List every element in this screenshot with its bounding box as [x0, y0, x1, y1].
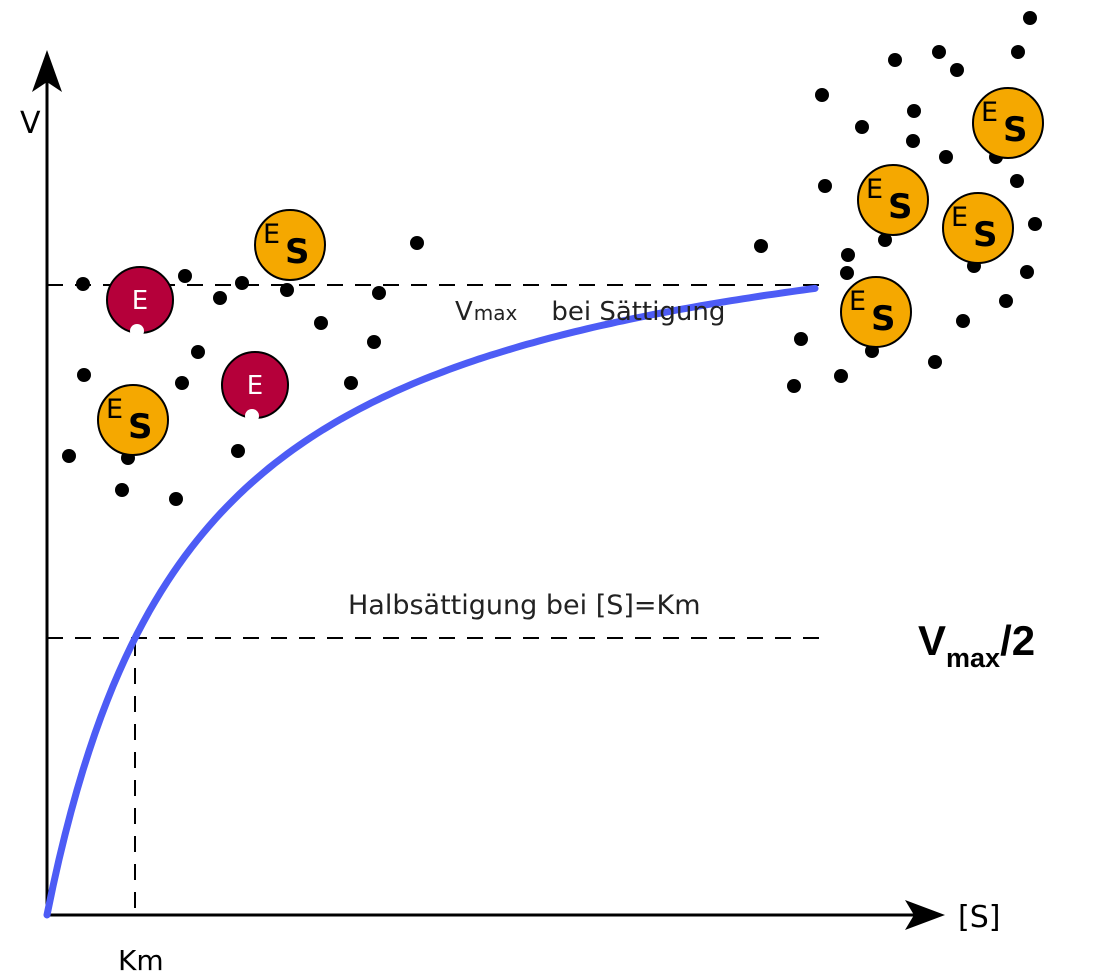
- complex-substrate: S: [1003, 110, 1028, 150]
- dot: [191, 345, 205, 359]
- dot: [1010, 174, 1024, 188]
- dot: [906, 134, 920, 148]
- complex-substrate: S: [285, 232, 310, 272]
- complex-substrate: S: [888, 187, 913, 227]
- dot: [787, 379, 801, 393]
- dot: [280, 283, 294, 297]
- complex-enzyme: E: [849, 286, 866, 317]
- enzyme-label: E: [132, 286, 148, 316]
- y-label: V: [20, 106, 41, 141]
- dot: [178, 269, 192, 283]
- binding-site: [130, 324, 144, 338]
- half-suffix: /2: [1000, 617, 1035, 664]
- x-label: [S]: [958, 900, 1000, 935]
- dot: [834, 369, 848, 383]
- dot: [928, 355, 942, 369]
- free-enzyme: E: [222, 352, 288, 423]
- complex-enzyme: E: [106, 394, 123, 425]
- km-label: Km: [118, 944, 164, 977]
- dot: [1011, 45, 1025, 59]
- enzyme-label: E: [247, 371, 263, 401]
- vmax-text: bei Sättigung: [551, 297, 725, 327]
- dot: [344, 376, 358, 390]
- half-label: Halbsättigung bei [S]=Km: [348, 590, 701, 621]
- complex-substrate: S: [973, 215, 998, 255]
- dot: [76, 277, 90, 291]
- dot: [169, 492, 183, 506]
- dot: [115, 483, 129, 497]
- dot: [818, 179, 832, 193]
- dot: [77, 368, 91, 382]
- dot: [907, 104, 921, 118]
- vmax-label: Vmax bei Sättigung: [455, 297, 725, 327]
- dot: [841, 248, 855, 262]
- half-value: Vmax/2: [918, 617, 1035, 673]
- half-symbol: V: [918, 617, 946, 664]
- dot: [956, 314, 970, 328]
- half-subscript: max: [946, 643, 1000, 673]
- dot: [932, 45, 946, 59]
- dot: [175, 376, 189, 390]
- complex-enzyme: E: [951, 202, 968, 233]
- free-enzyme: E: [107, 267, 173, 338]
- dot: [794, 332, 808, 346]
- dot: [367, 335, 381, 349]
- axes: V [S] Km: [20, 50, 1000, 977]
- dot: [840, 266, 854, 280]
- dot: [999, 294, 1013, 308]
- dot: [855, 120, 869, 134]
- dot: [1020, 265, 1034, 279]
- dot: [314, 316, 328, 330]
- dot: [62, 449, 76, 463]
- dot: [235, 276, 249, 290]
- substrate-dots: [62, 11, 1042, 506]
- dot: [410, 236, 424, 250]
- dot: [950, 63, 964, 77]
- complex-substrate: S: [128, 407, 153, 447]
- vmax-symbol: V: [455, 297, 473, 327]
- dot: [213, 291, 227, 305]
- dot: [888, 53, 902, 67]
- dot: [1023, 11, 1037, 25]
- complex-substrate: S: [871, 299, 896, 339]
- binding-site: [245, 409, 259, 423]
- dot: [815, 88, 829, 102]
- dot: [939, 150, 953, 164]
- dot: [372, 286, 386, 300]
- dot: [1028, 217, 1042, 231]
- vmax-subscript: max: [474, 301, 518, 325]
- dot: [231, 444, 245, 458]
- complex-enzyme: E: [866, 174, 883, 205]
- michaelis-menten-diagram: V [S] Km EEESESESESESES Vmaxbei Sättigun…: [0, 0, 1103, 979]
- dot: [754, 239, 768, 253]
- complex-enzyme: E: [981, 97, 998, 128]
- complex-enzyme: E: [263, 219, 280, 250]
